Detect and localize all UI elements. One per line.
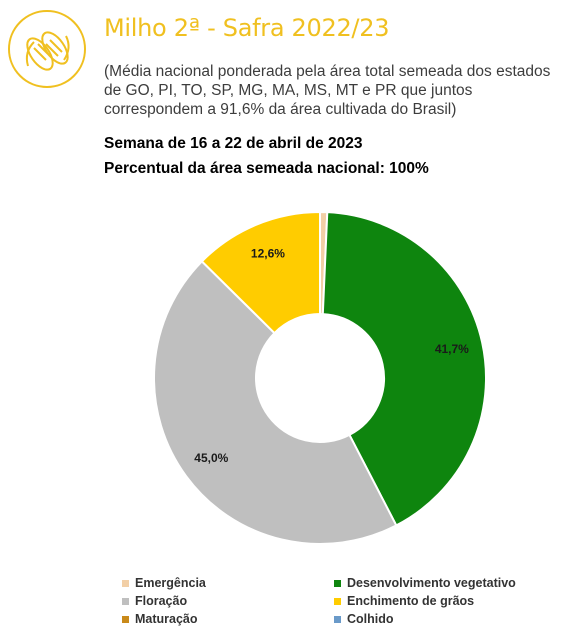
legend-label: Colhido (347, 612, 394, 626)
legend-swatch (122, 615, 129, 623)
legend-label: Maturação (135, 612, 198, 626)
legend-item-3: Enchimento de grãos (334, 594, 474, 608)
donut-slice-2 (153, 259, 398, 545)
week-label: Semana de 16 a 22 de abril de 2023 (104, 135, 363, 152)
donut-slice-1 (321, 211, 487, 527)
legend-item-5: Colhido (334, 612, 394, 626)
donut-slice-3 (200, 210, 321, 335)
legend-swatch (334, 597, 341, 605)
legend-swatch (122, 579, 129, 587)
slice-label-3: 12,6% (251, 246, 285, 260)
legend-swatch (122, 597, 129, 605)
corn-icon (8, 10, 86, 88)
slice-label-2: 45,0% (194, 451, 228, 465)
chart-subtitle: (Média nacional ponderada pela área tota… (104, 63, 551, 118)
corn-logo (6, 8, 88, 90)
legend-label: Enchimento de grãos (347, 594, 475, 608)
chart-title: Milho 2ª - Safra 2022/23 (104, 14, 390, 42)
sown-percent-label: Percentual da área semeada nacional: 100… (104, 160, 429, 177)
legend-item-2: Floração (122, 594, 187, 608)
legend-label: Floração (135, 594, 188, 608)
legend-swatch (334, 579, 341, 587)
legend-item-1: Desenvolvimento vegetativo (334, 576, 516, 590)
legend-swatch (334, 615, 341, 623)
legend-item-4: Maturação (122, 612, 198, 626)
legend-label: Desenvolvimento vegetativo (347, 576, 516, 590)
slice-label-1: 41,7% (435, 342, 469, 356)
legend-label: Emergência (135, 576, 206, 590)
legend-item-0: Emergência (122, 576, 206, 590)
